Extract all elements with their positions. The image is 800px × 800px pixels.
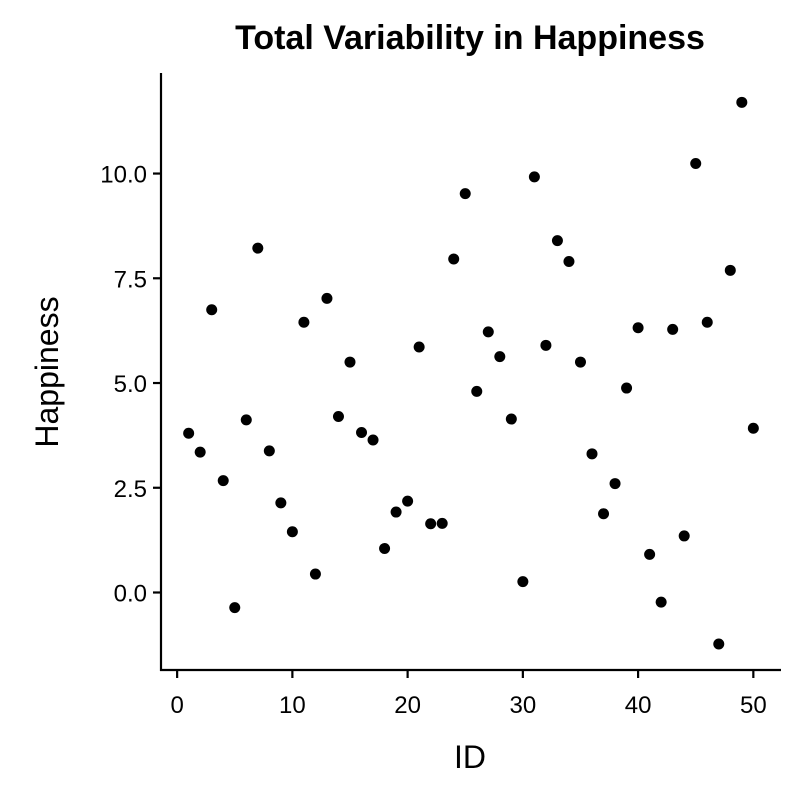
- data-point: [309, 568, 321, 580]
- data-point: [482, 326, 494, 338]
- data-point: [736, 96, 748, 108]
- data-point: [609, 478, 621, 490]
- data-point: [229, 602, 241, 614]
- y-tick-label: 2.5: [114, 476, 147, 503]
- data-point: [448, 253, 460, 265]
- data-point: [701, 316, 713, 328]
- chart-title: Total Variability in Happiness: [235, 19, 705, 57]
- data-point: [505, 413, 517, 425]
- data-point: [621, 382, 633, 394]
- data-point: [563, 256, 575, 268]
- data-point: [644, 548, 656, 560]
- data-point: [540, 339, 552, 351]
- data-point: [413, 341, 425, 353]
- data-point: [332, 411, 344, 423]
- data-point: [356, 426, 368, 438]
- x-axis-title: ID: [454, 739, 486, 775]
- data-point: [275, 497, 287, 509]
- y-axis-title: Happiness: [29, 296, 65, 447]
- data-point: [494, 351, 506, 363]
- x-tick-label: 20: [394, 692, 421, 719]
- data-point: [263, 445, 275, 457]
- data-point: [528, 171, 540, 183]
- data-point: [402, 495, 414, 507]
- x-tick-label: 50: [740, 692, 767, 719]
- data-point: [217, 475, 229, 487]
- plot-area: 0 10 20 30 40 50 0.0 2.5 5.0 7.5 10.0: [100, 73, 781, 719]
- x-tick-label: 0: [170, 692, 183, 719]
- y-axis-ticks: 0.0 2.5 5.0 7.5 10.0: [100, 162, 161, 607]
- y-tick-label: 5.0: [114, 371, 147, 398]
- data-point: [183, 427, 195, 439]
- data-point: [598, 508, 610, 520]
- data-point: [436, 517, 448, 529]
- data-point: [252, 242, 264, 254]
- y-tick-label: 7.5: [114, 266, 147, 293]
- data-point: [194, 446, 206, 458]
- data-point: [667, 323, 679, 335]
- data-point: [206, 304, 218, 316]
- data-point: [713, 638, 725, 650]
- data-point: [240, 414, 252, 426]
- data-point: [390, 506, 402, 518]
- x-axis-ticks: 0 10 20 30 40 50: [170, 670, 767, 719]
- data-points: [183, 96, 759, 650]
- data-point: [747, 422, 759, 434]
- data-point: [321, 292, 333, 304]
- data-point: [298, 316, 310, 328]
- data-point: [459, 188, 471, 200]
- data-point: [724, 264, 736, 276]
- data-point: [586, 448, 598, 460]
- data-point: [574, 356, 586, 368]
- data-point: [551, 235, 563, 247]
- data-point: [379, 543, 391, 555]
- data-point: [690, 157, 702, 169]
- y-tick-label: 10.0: [100, 162, 147, 189]
- data-point: [632, 322, 644, 334]
- data-point: [517, 576, 529, 588]
- x-tick-label: 10: [279, 692, 306, 719]
- data-point: [655, 596, 667, 608]
- x-tick-label: 30: [510, 692, 537, 719]
- data-point: [471, 385, 483, 397]
- data-point: [425, 518, 437, 530]
- y-tick-label: 0.0: [114, 580, 147, 607]
- data-point: [367, 434, 379, 446]
- x-tick-label: 40: [625, 692, 652, 719]
- data-point: [286, 526, 298, 538]
- data-point: [678, 530, 690, 542]
- data-point: [344, 356, 356, 368]
